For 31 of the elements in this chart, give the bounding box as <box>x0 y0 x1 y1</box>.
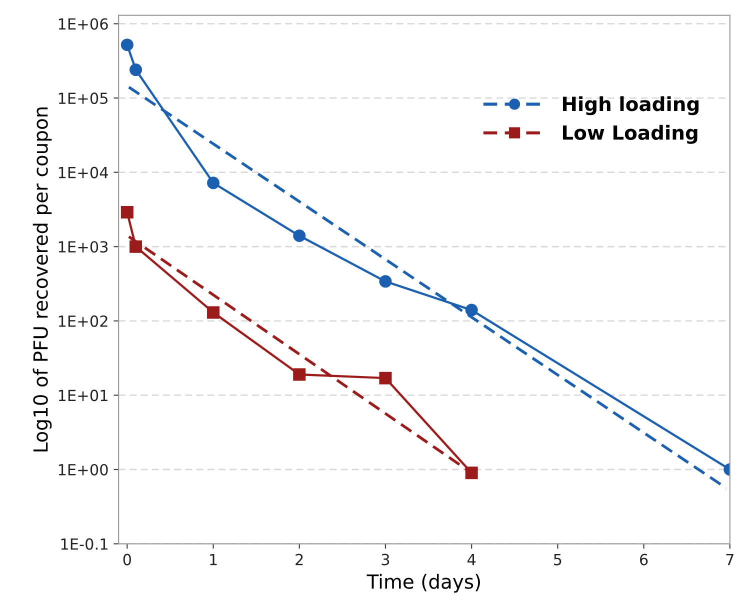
point <box>207 306 220 319</box>
point <box>120 38 134 52</box>
x-tick-label: 6 <box>640 554 648 566</box>
point <box>207 176 220 190</box>
y-tick-label: 1E+00 <box>58 464 108 476</box>
y-tick-label: 1E+03 <box>58 241 108 253</box>
x-tick-label: 5 <box>554 554 562 566</box>
point <box>379 275 392 288</box>
point <box>465 304 478 316</box>
x-tick-label: 0 <box>123 554 132 566</box>
point <box>130 64 142 76</box>
point <box>293 368 306 381</box>
y-tick-label: 1E+04 <box>58 166 108 178</box>
y-tick-label: 1E+02 <box>58 315 108 327</box>
y-axis-title: Log10 of PFU recovered per coupon <box>32 107 52 452</box>
x-tick-label: 2 <box>296 554 303 566</box>
legend-label: High loading <box>562 96 699 116</box>
y-tick-label: 1E+06 <box>58 18 108 30</box>
legend-label: Low Loading <box>562 124 698 144</box>
x-tick-label: 1 <box>210 554 217 566</box>
x-axis-title: Time (days) <box>366 574 480 593</box>
point <box>120 206 134 219</box>
y-tick-label: 1E-0.1 <box>61 538 108 550</box>
point <box>379 372 392 384</box>
x-tick-label: 7 <box>726 554 734 566</box>
point <box>130 240 142 253</box>
point <box>293 230 306 242</box>
x-tick-label: 4 <box>467 554 476 566</box>
x-tick-label: 3 <box>382 554 390 566</box>
y-tick-label: 1E+01 <box>58 390 108 402</box>
y-tick-label: 1E+05 <box>58 92 108 104</box>
